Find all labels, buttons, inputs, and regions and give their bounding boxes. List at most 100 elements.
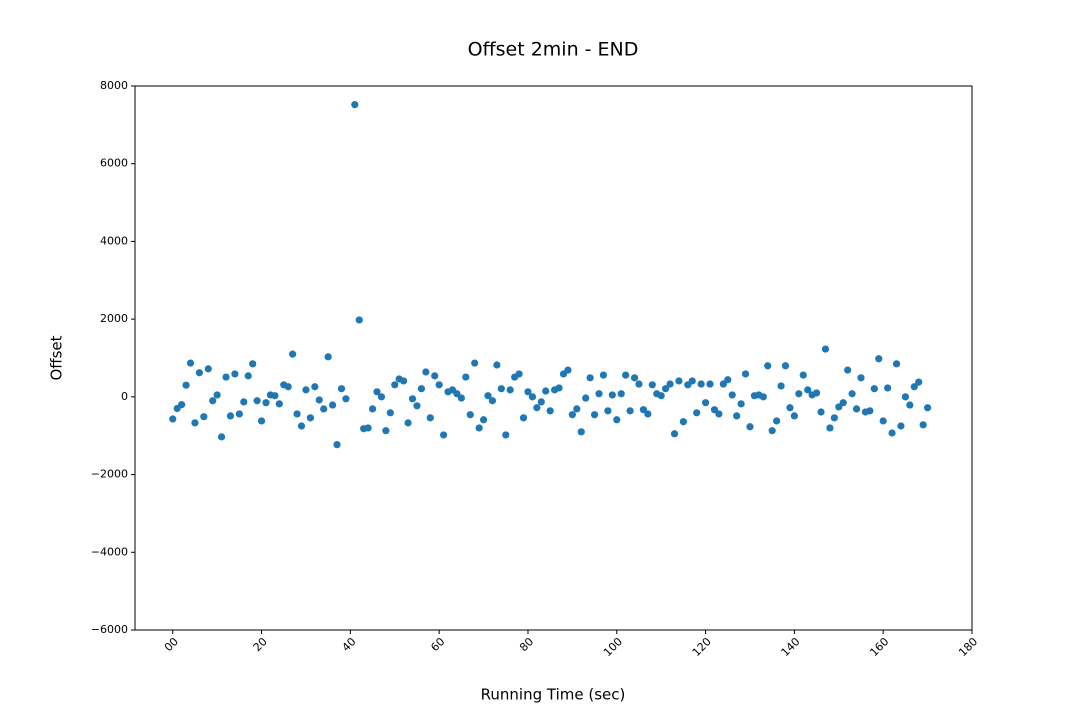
point bbox=[169, 415, 177, 423]
point bbox=[688, 377, 696, 385]
point bbox=[888, 429, 896, 437]
point bbox=[675, 377, 683, 385]
point bbox=[923, 404, 932, 412]
point bbox=[644, 410, 652, 418]
point bbox=[506, 386, 514, 394]
point bbox=[666, 380, 674, 388]
point bbox=[519, 414, 528, 422]
point bbox=[630, 374, 639, 382]
point bbox=[768, 427, 776, 435]
point bbox=[697, 380, 705, 388]
point bbox=[870, 385, 878, 393]
point bbox=[693, 409, 701, 417]
point bbox=[582, 394, 590, 402]
point bbox=[488, 397, 497, 405]
point bbox=[515, 370, 523, 378]
point bbox=[382, 427, 390, 435]
point bbox=[417, 385, 426, 393]
point bbox=[462, 373, 470, 381]
point bbox=[337, 385, 346, 393]
point bbox=[453, 390, 461, 398]
point bbox=[484, 392, 492, 400]
point bbox=[706, 380, 714, 388]
point bbox=[528, 393, 537, 401]
point bbox=[408, 395, 417, 403]
point bbox=[799, 371, 807, 379]
point bbox=[466, 411, 474, 419]
point bbox=[781, 362, 790, 370]
point bbox=[866, 407, 874, 415]
point bbox=[839, 399, 847, 407]
point bbox=[400, 377, 408, 385]
y-tick-label: −4000 bbox=[91, 545, 128, 558]
point bbox=[226, 412, 235, 420]
point bbox=[315, 396, 323, 404]
point bbox=[249, 360, 257, 368]
chart-title: Offset 2min - END bbox=[468, 39, 639, 61]
point bbox=[892, 360, 901, 368]
point bbox=[537, 398, 545, 406]
point bbox=[364, 424, 372, 432]
point bbox=[835, 403, 843, 411]
point bbox=[546, 407, 554, 415]
point bbox=[622, 371, 630, 379]
point bbox=[826, 424, 834, 432]
point bbox=[786, 404, 794, 412]
point bbox=[812, 389, 821, 397]
point bbox=[577, 428, 585, 436]
point bbox=[724, 376, 732, 384]
plot-frame bbox=[134, 85, 973, 631]
point bbox=[209, 397, 217, 405]
point bbox=[764, 362, 772, 370]
point bbox=[568, 411, 576, 419]
point bbox=[297, 422, 306, 430]
point bbox=[471, 359, 479, 367]
point bbox=[635, 380, 643, 388]
y-tick-label: 2000 bbox=[100, 312, 128, 325]
point bbox=[604, 407, 612, 415]
y-tick-label: 8000 bbox=[100, 79, 128, 92]
point bbox=[524, 388, 532, 396]
point bbox=[906, 401, 914, 409]
point bbox=[328, 401, 337, 409]
point bbox=[191, 419, 199, 427]
point bbox=[613, 416, 621, 424]
point bbox=[182, 381, 190, 389]
point bbox=[368, 405, 377, 413]
point bbox=[479, 416, 488, 424]
point bbox=[217, 433, 226, 441]
point bbox=[817, 408, 825, 416]
point bbox=[422, 368, 430, 376]
point bbox=[662, 385, 670, 393]
point bbox=[320, 405, 328, 413]
point bbox=[795, 390, 803, 398]
point bbox=[342, 395, 350, 403]
point bbox=[728, 391, 736, 399]
point bbox=[284, 383, 292, 391]
point bbox=[404, 419, 412, 427]
point bbox=[564, 366, 572, 374]
point bbox=[555, 384, 563, 392]
point bbox=[719, 380, 727, 388]
point bbox=[759, 393, 767, 401]
point bbox=[879, 417, 887, 425]
point bbox=[857, 374, 865, 382]
point bbox=[231, 370, 239, 378]
point bbox=[608, 391, 616, 399]
point bbox=[373, 388, 381, 396]
point bbox=[595, 390, 603, 398]
point bbox=[186, 359, 195, 367]
x-axis-label: Running Time (sec) bbox=[481, 686, 626, 704]
point bbox=[821, 345, 830, 353]
point bbox=[262, 399, 270, 407]
point bbox=[746, 423, 754, 431]
point bbox=[324, 353, 332, 361]
point bbox=[901, 393, 909, 401]
point bbox=[377, 393, 386, 401]
point bbox=[701, 399, 710, 407]
point bbox=[457, 394, 465, 402]
point bbox=[502, 431, 510, 439]
point bbox=[289, 350, 297, 358]
